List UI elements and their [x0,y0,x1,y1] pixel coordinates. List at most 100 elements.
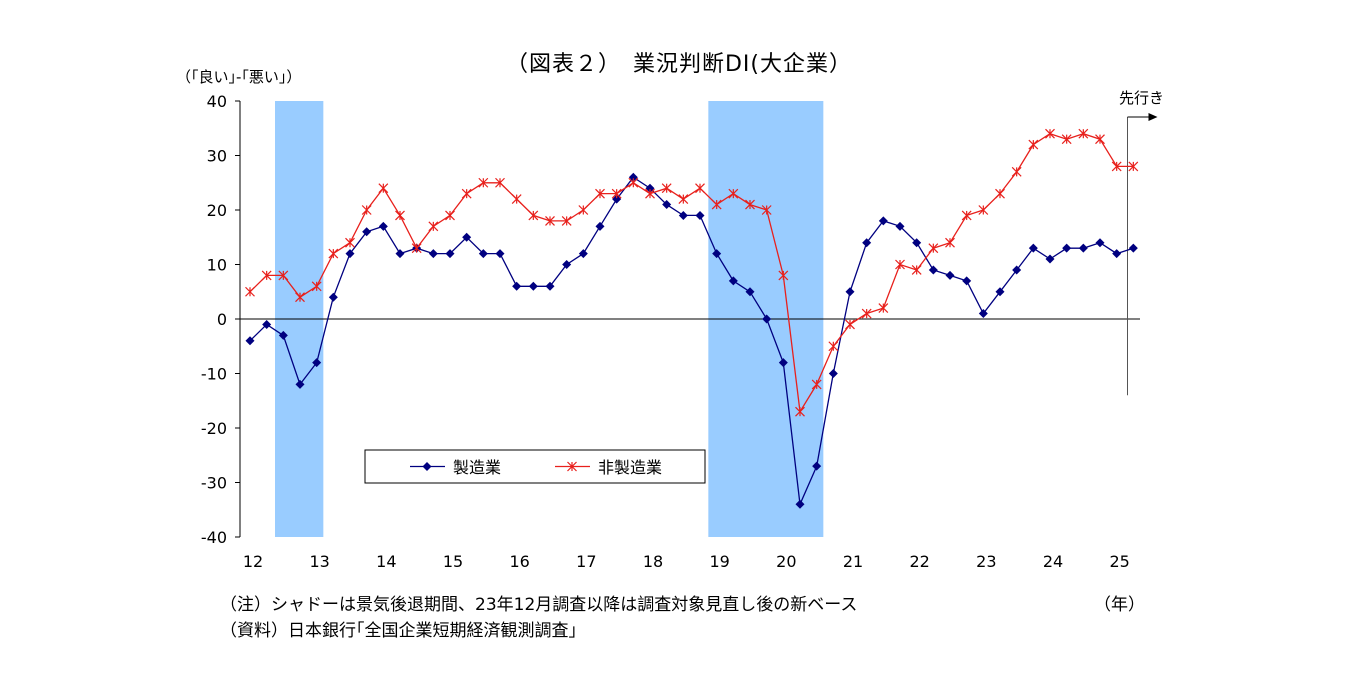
x-tick-label: 24 [1043,552,1063,571]
x-tick-label: 22 [909,552,929,571]
point-manufacturing [645,183,655,193]
point-manufacturing [812,461,822,471]
point-non-manufacturing [695,183,705,194]
point-non-manufacturing [578,205,589,215]
point-non-manufacturing [845,319,855,330]
x-tick-label: 23 [976,552,996,571]
point-non-manufacturing [978,205,989,215]
point-manufacturing [528,281,538,291]
point-manufacturing [378,221,388,231]
point-non-manufacturing [678,194,689,205]
point-manufacturing [278,330,288,340]
point-non-manufacturing [895,259,905,270]
point-non-manufacturing [911,265,922,275]
point-non-manufacturing [478,177,489,188]
point-manufacturing [245,336,255,346]
point-manufacturing [862,238,872,248]
y-tick-label: 40 [207,92,227,111]
point-manufacturing [345,249,355,259]
point-manufacturing [978,309,988,319]
legend-label-non-manufacturing: 非製造業 [598,458,662,477]
footnote-shading: （注）シャドーは景気後退期間、23年12月調査以降は調査対象見直し後の新ベース [220,595,858,615]
point-non-manufacturing [811,379,822,390]
y-axis-label: （｢良い｣-｢悪い｣） [176,68,302,86]
forecast-label: 先行き [1119,89,1164,107]
point-manufacturing [995,287,1005,297]
point-non-manufacturing [861,308,872,319]
point-non-manufacturing [761,205,772,215]
point-manufacturing [495,249,505,259]
point-manufacturing [845,287,855,297]
point-manufacturing [462,232,472,242]
point-non-manufacturing [511,194,522,205]
point-manufacturing [962,276,972,286]
point-manufacturing [445,249,455,259]
x-tick-label: 20 [776,552,796,571]
point-non-manufacturing [311,281,322,292]
point-non-manufacturing [1045,128,1055,139]
legend-label-manufacturing: 製造業 [453,458,501,477]
point-manufacturing [545,281,555,291]
point-manufacturing [762,314,772,324]
point-non-manufacturing [711,199,722,210]
x-axis-unit-label: （年） [1094,595,1145,615]
x-tick-label: 14 [376,552,396,571]
point-manufacturing [478,249,488,259]
point-manufacturing [695,210,705,220]
point-manufacturing [262,319,272,329]
point-non-manufacturing [495,177,505,188]
point-non-manufacturing [1078,128,1089,139]
point-non-manufacturing [261,270,272,281]
y-tick-label: 10 [207,256,227,275]
x-tick-label: 18 [643,552,663,571]
point-non-manufacturing [1095,134,1105,145]
y-tick-label: 30 [207,147,227,166]
x-tick-label: 13 [309,552,329,571]
point-non-manufacturing [995,188,1005,199]
point-non-manufacturing [795,406,805,417]
y-tick-label: -20 [201,419,227,438]
x-tick-label: 16 [509,552,529,571]
footnote-source: （資料）日本銀行｢全国企業短期経済観測調査｣ [220,621,577,641]
point-non-manufacturing [545,215,555,226]
point-manufacturing [1028,243,1038,253]
point-non-manufacturing [411,243,422,254]
point-manufacturing [1095,238,1105,248]
series-line-manufacturing [249,176,1134,507]
point-manufacturing [662,200,672,210]
point-non-manufacturing [611,188,622,199]
x-tick-label: 21 [843,552,863,571]
point-manufacturing [362,227,372,237]
point-non-manufacturing [1028,139,1039,150]
point-non-manufacturing [595,188,605,199]
x-tick-label: 12 [243,552,263,571]
legend-marker-non-manufacturing [567,461,577,472]
point-manufacturing [295,379,305,389]
point-non-manufacturing [1128,161,1139,172]
point-manufacturing [1128,243,1138,253]
point-manufacturing [928,265,938,275]
point-manufacturing [895,221,905,231]
point-non-manufacturing [628,177,639,188]
y-tick-label: 0 [217,310,227,329]
point-non-manufacturing [345,237,355,248]
point-manufacturing [712,249,722,259]
point-manufacturing [428,249,438,259]
point-non-manufacturing [945,237,955,248]
point-non-manufacturing [445,210,455,221]
point-non-manufacturing [728,188,739,199]
point-non-manufacturing [561,215,572,226]
y-tick-label: -10 [201,365,227,384]
point-non-manufacturing [878,303,889,314]
point-non-manufacturing [278,270,289,281]
point-non-manufacturing [245,286,255,297]
point-non-manufacturing [328,248,339,259]
point-manufacturing [395,249,405,259]
point-manufacturing [628,172,638,182]
point-non-manufacturing [828,341,839,352]
point-manufacturing [745,287,755,297]
chart-title: （図表２） 業況判断DI(大企業） [505,52,852,77]
point-non-manufacturing [1111,161,1122,172]
x-tick-label: 19 [709,552,729,571]
